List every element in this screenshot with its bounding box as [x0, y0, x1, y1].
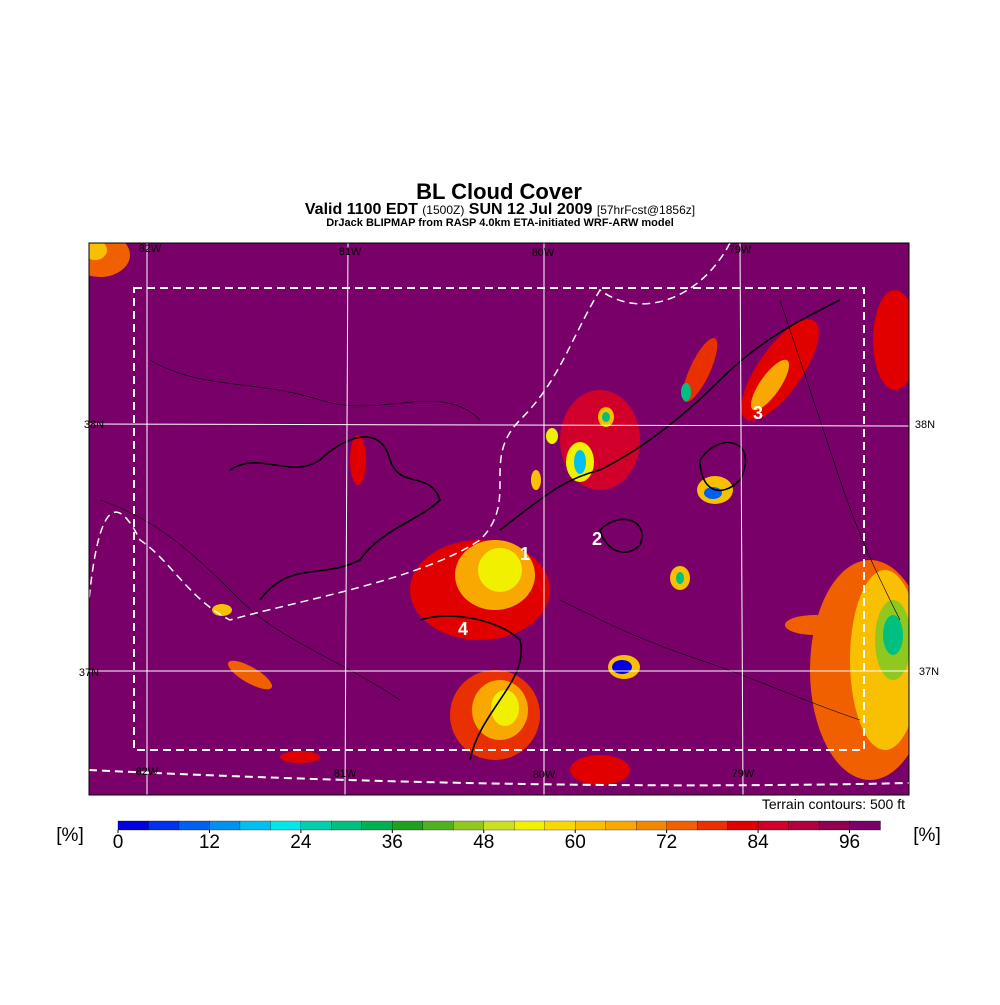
parallel-label: 38N: [84, 419, 104, 431]
date: SUN 12 Jul 2009: [469, 201, 593, 218]
color-swatch: [117, 820, 150, 831]
tick-label: 0: [113, 832, 124, 853]
parallel-label: 38N: [915, 419, 935, 431]
tick-label: 60: [565, 832, 586, 853]
color-swatch: [148, 820, 180, 831]
tick-label: 48: [473, 832, 494, 853]
credit: DrJack BLIPMAP from RASP 4.0km ETA-initi…: [326, 217, 674, 229]
meridian-label: 80W: [532, 247, 555, 259]
color-swatch: [818, 820, 851, 831]
color-swatch: [666, 820, 698, 831]
color-swatch: [422, 820, 454, 831]
meridian-label: 82W: [139, 243, 162, 255]
utc-time: (1500Z): [422, 203, 464, 217]
meridian-label: 79W: [732, 768, 755, 780]
meridian-label: 81W: [339, 246, 362, 258]
map-frame: [88, 242, 910, 796]
site-label: 4: [458, 619, 468, 639]
boundaries: [89, 243, 909, 787]
meridian-label: 79W: [729, 244, 752, 256]
color-swatch: [239, 820, 272, 831]
tick-label: 84: [748, 832, 770, 853]
graticule: [88, 242, 910, 796]
unit-label: [%]: [56, 825, 83, 846]
tick-label: 24: [290, 832, 312, 853]
color-swatch: [788, 820, 820, 831]
color-swatch: [636, 820, 668, 831]
tick-label: 12: [199, 832, 220, 853]
color-swatch: [453, 820, 485, 831]
forecast-info: [57hrFcst@1856z]: [597, 203, 695, 217]
parallel-label: 37N: [919, 666, 939, 678]
color-swatch: [270, 820, 302, 831]
title: BL Cloud Cover: [416, 179, 582, 204]
meridian-label: 80W: [533, 769, 556, 781]
site-label: 2: [592, 529, 602, 549]
color-swatch: [849, 820, 881, 831]
tick-label: 72: [656, 832, 677, 853]
color-swatch: [392, 820, 424, 831]
color-swatch: [514, 820, 546, 831]
contour-note: Terrain contours: 500 ft: [762, 796, 905, 812]
subtitle: Valid 1100 EDT (1500Z) SUN 12 Jul 2009 […: [305, 201, 695, 218]
color-swatch: [605, 820, 637, 831]
color-swatch: [544, 820, 576, 831]
color-swatch: [300, 820, 333, 831]
color-swatch: [209, 820, 241, 831]
tick-label: 96: [839, 832, 860, 853]
colorbar: [%] [%] 0 12 24 36 48 60 72 84 96: [56, 820, 941, 853]
color-swatch: [331, 820, 363, 831]
color-swatch: [696, 820, 729, 831]
meridian-label: 81W: [334, 768, 357, 780]
color-swatch: [361, 820, 393, 831]
meridian-label: 82W: [136, 766, 159, 778]
color-swatch: [757, 820, 790, 831]
color-swatch: [178, 820, 211, 831]
valid-time: Valid 1100 EDT: [305, 201, 418, 218]
color-swatch: [575, 820, 607, 831]
cloud-fields: [89, 243, 909, 785]
color-swatch: [483, 820, 515, 831]
site-label: 3: [753, 403, 763, 423]
color-swatch: [727, 820, 759, 831]
unit-label: [%]: [913, 825, 940, 846]
tick-label: 36: [382, 832, 403, 853]
parallel-label: 37N: [79, 667, 99, 679]
map: 82W 81W 80W 79W 82W 81W 80W 79W 38N 38N …: [79, 242, 939, 812]
site-label: 1: [520, 544, 530, 564]
